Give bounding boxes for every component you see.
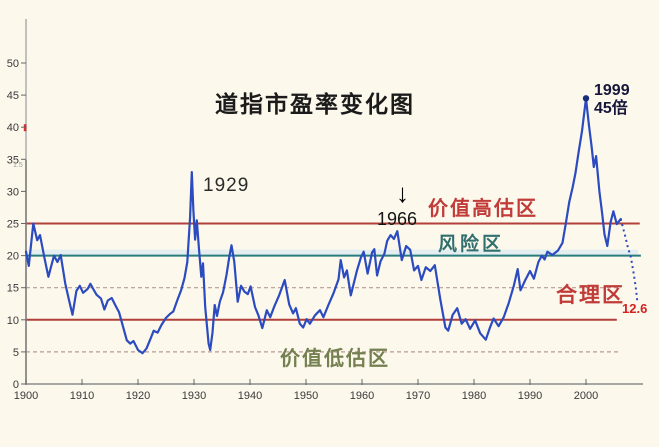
y-tick-label: 20 [7, 251, 19, 263]
x-tick-label: 1920 [126, 390, 150, 402]
x-tick-label: 1900 [14, 390, 38, 402]
x-tick-label: 1930 [182, 390, 206, 402]
y-tick-label: 50 [7, 58, 19, 70]
y-tick-label: 40 [7, 122, 19, 134]
peak-dot-marker [582, 95, 590, 102]
y-tick-label: 10 [7, 315, 19, 327]
y-tick-label: 35 [7, 154, 19, 166]
x-tick-label: 2000 [574, 390, 598, 402]
x-tick-label: 1910 [70, 390, 94, 402]
x-tick-label: 1990 [518, 390, 542, 402]
x-tick-label: 1950 [294, 390, 318, 402]
y-tick-label: 0 [13, 379, 19, 391]
risk-line-halo [26, 249, 638, 256]
y-tick-label: 25 [7, 219, 19, 231]
x-tick-label: 1960 [350, 390, 374, 402]
x-tick-label: 1980 [462, 390, 486, 402]
pe-ratio-line-dotted-tail [619, 218, 639, 304]
x-tick-label: 1940 [238, 390, 262, 402]
pe-ratio-line [24, 97, 622, 355]
y-tick-label: 15 [7, 283, 19, 295]
y-tick-label: 45 [7, 90, 19, 102]
y-tick-label: 30 [7, 186, 19, 198]
y-tick-label: 5 [13, 347, 19, 359]
x-tick-label: 1970 [406, 390, 430, 402]
